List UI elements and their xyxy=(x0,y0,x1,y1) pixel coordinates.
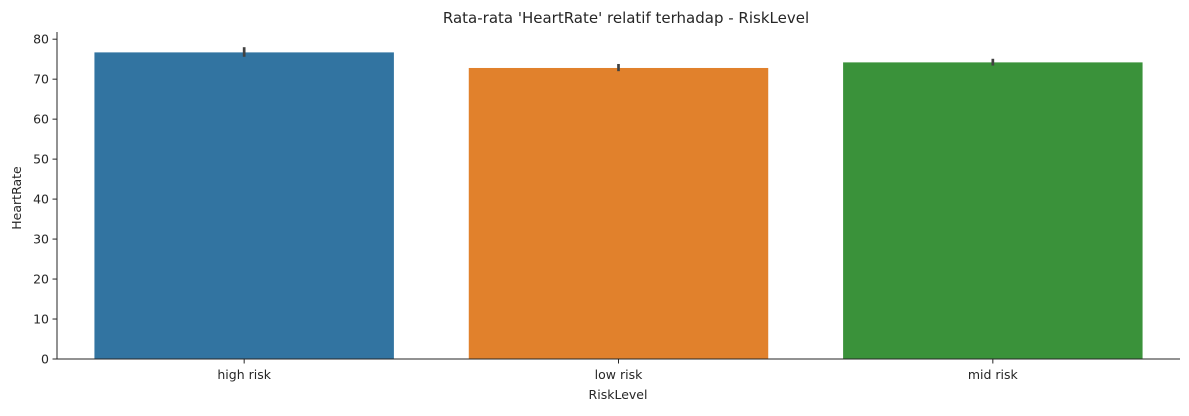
y-tick-label: 20 xyxy=(33,272,49,287)
y-tick-label: 50 xyxy=(33,152,49,167)
x-tick-label: low risk xyxy=(595,367,643,382)
y-axis: 0 10 20 30 40 50 60 70 80 xyxy=(33,32,58,367)
y-axis-label: HeartRate xyxy=(9,166,24,230)
y-tick-label: 80 xyxy=(33,32,49,47)
bar-high-risk xyxy=(94,52,394,359)
y-tick-label: 40 xyxy=(33,192,49,207)
y-tick-label: 30 xyxy=(33,232,49,247)
bar-mid-risk xyxy=(843,62,1143,360)
y-tick-label: 70 xyxy=(33,72,49,87)
y-tick-label: 60 xyxy=(33,112,49,127)
x-axis-label: RiskLevel xyxy=(589,387,648,402)
y-tick-label: 0 xyxy=(41,352,49,367)
x-tick-label: mid risk xyxy=(968,367,1019,382)
bars-group xyxy=(94,52,1143,360)
y-tick-label: 10 xyxy=(33,312,49,327)
x-axis: high risk low risk mid risk xyxy=(57,358,1180,382)
error-bars-group xyxy=(242,47,995,72)
x-tick-label: high risk xyxy=(217,367,271,382)
bar-low-risk xyxy=(468,67,769,359)
chart-title: Rata-rata 'HeartRate' relatif terhadap -… xyxy=(443,9,809,27)
